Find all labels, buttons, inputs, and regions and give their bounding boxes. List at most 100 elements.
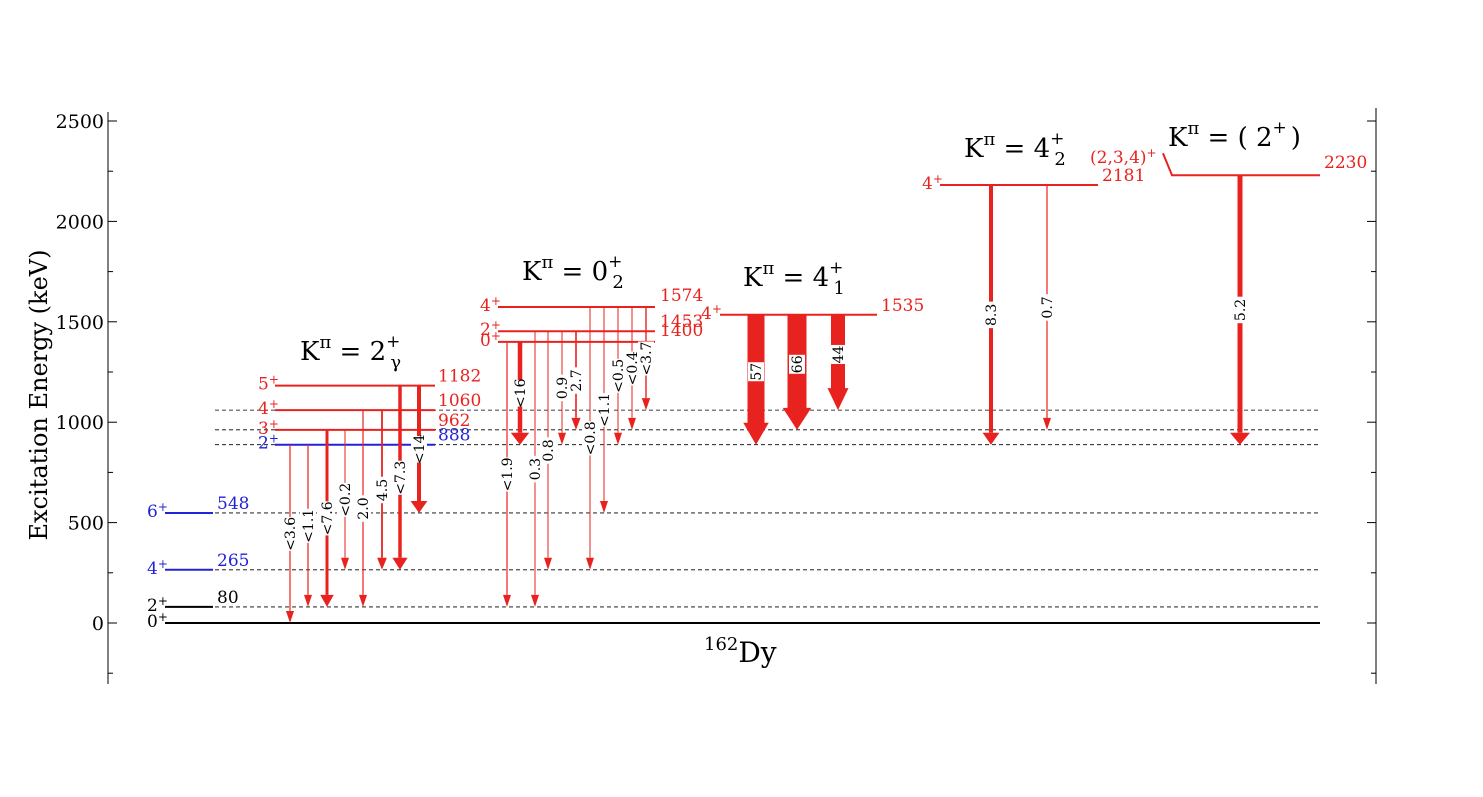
band-K: K: [300, 337, 320, 367]
levels-layer: [165, 152, 1320, 624]
level-energy-label: 1535: [881, 296, 924, 316]
transition-arrow-head: [544, 557, 552, 570]
transition-arrow-head: [571, 417, 581, 430]
level-spin: 4: [701, 304, 712, 324]
level-parity: +: [269, 373, 279, 387]
transitions-layer: <3.6 <1.1 <7.6<0.2 2.04.5 <7.3<14<1.9<160.30…: [282, 175, 1250, 623]
transition-arrow: 0.9: [554, 331, 571, 445]
band-sub: γ: [390, 352, 401, 373]
nucleus-symbol: Dy: [738, 636, 776, 669]
transition-arrow: <14: [410, 385, 428, 513]
transition-arrow: 0.7: [1039, 185, 1056, 430]
transition-intensity: 0.9: [554, 374, 571, 402]
level-parity: +: [158, 594, 168, 608]
intensity-label: 0.7: [1040, 296, 1056, 318]
transition-arrow-head: [359, 594, 367, 607]
level-energy-label: 1060: [438, 391, 481, 411]
transition-arrow: 0.8: [540, 331, 557, 570]
transition-intensity: <1.1: [596, 392, 613, 427]
band-label-twoplus: Kπ = ( 2+): [1168, 118, 1301, 153]
intensity-box: [355, 495, 371, 522]
transition-arrow: <1.1: [596, 306, 613, 513]
level-parity: +: [269, 432, 279, 446]
level-parity: +: [269, 417, 279, 431]
transition-intensity: 0.3: [527, 455, 544, 483]
intensity-box: [748, 362, 764, 382]
transition-arrow-head: [628, 417, 636, 430]
level-spin-label: 2+: [480, 318, 501, 340]
level-parity: +: [712, 302, 722, 316]
intensity-box: [1039, 294, 1055, 321]
transition-arrow-head: [600, 500, 608, 513]
y-tick-label: 2000: [56, 211, 104, 233]
transition-arrow-head: [377, 557, 387, 570]
transition-arrow-head: [982, 432, 1000, 445]
intensity-box: [512, 380, 528, 407]
intensity-box: [300, 508, 316, 543]
intensity-label: 2.0: [356, 497, 372, 519]
intensity-box: [624, 351, 640, 386]
transition-intensity: 8.3: [983, 301, 1000, 329]
level-parity: +: [158, 610, 168, 624]
transition-intensity: 66: [789, 354, 806, 374]
intensity-box: [337, 482, 353, 517]
transition-arrow: 66: [782, 314, 812, 430]
level-energy-label: 1453: [660, 312, 703, 332]
intensity-box: [499, 457, 515, 492]
transition-arrow-head: [410, 500, 428, 513]
intensity-label: <3.6: [283, 517, 299, 551]
intensity-label: 66: [790, 355, 806, 373]
band-eq: = 4: [774, 263, 829, 293]
intensity-label: 0.8: [541, 439, 557, 461]
level-parity: +: [491, 294, 501, 308]
band-plus: +: [1273, 118, 1287, 138]
level-energy-label: 2230: [1324, 153, 1367, 173]
intensity-label: 2.7: [569, 369, 585, 391]
intensity-label: <0.2: [338, 483, 354, 517]
level-energy-label: 1182: [438, 367, 481, 387]
band-label-gamma: Kπ = 2+ γ: [300, 332, 401, 373]
transition-arrow-head: [1230, 432, 1250, 445]
band-label-zero2: Kπ = 0+ 2: [522, 252, 624, 293]
level-spin-label: 2+: [258, 432, 279, 454]
transition-intensity: 2.7: [568, 367, 585, 394]
transition-arrow: 4.5: [374, 410, 391, 570]
level-energy-label: 265: [217, 551, 249, 571]
transition-arrow-head: [510, 432, 530, 445]
level-parity: +: [491, 318, 501, 332]
band-plus: +: [386, 332, 400, 352]
transition-intensity: <1.9: [499, 457, 516, 492]
intensity-label: <7.6: [320, 501, 336, 535]
band-plus: +: [1050, 129, 1064, 149]
transition-arrow: <0.4: [624, 306, 641, 430]
band-plus: +: [829, 258, 843, 278]
transition-arrow: <1.1: [300, 444, 317, 607]
y-tick-label: 0: [92, 613, 104, 635]
intensity-label: <14: [412, 434, 428, 464]
transition-arrow-head: [558, 432, 566, 445]
level-energy-label: 1574: [660, 286, 703, 306]
level-energy-label: 80: [217, 588, 239, 608]
intensity-label: <16: [513, 378, 529, 408]
band-sub: 2: [1054, 149, 1065, 170]
transition-intensity: <7.3: [392, 460, 409, 495]
y-tick-label: 2500: [56, 111, 104, 133]
reference-dashed-lines: [215, 409, 1320, 608]
transition-intensity: 0.8: [540, 437, 557, 464]
transition-intensity: 0.7: [1039, 294, 1056, 321]
intensity-box: [540, 437, 556, 464]
intensity-box: [282, 516, 298, 551]
level-spin: (2,3,4): [1090, 148, 1147, 168]
transition-intensity: <3.7: [638, 341, 655, 376]
level-spin: 0: [147, 612, 158, 632]
level-spin: 3: [258, 419, 269, 439]
level-spin-label: 6+: [147, 500, 168, 522]
level-energy-label: 548: [217, 494, 249, 514]
band-label-four2: Kπ = 4+ 2: [964, 129, 1066, 170]
intensity-box: [374, 476, 390, 504]
level-spin-label: 0+: [147, 610, 168, 632]
transition-intensity: 5.2: [1232, 296, 1249, 324]
